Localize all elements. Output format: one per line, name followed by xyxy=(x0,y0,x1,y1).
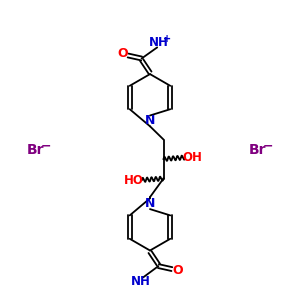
Text: OH: OH xyxy=(183,151,202,164)
Text: HO: HO xyxy=(124,173,143,187)
Text: −: − xyxy=(40,140,51,153)
Text: Br: Br xyxy=(249,143,267,157)
Text: NH: NH xyxy=(149,36,169,50)
Text: NH: NH xyxy=(131,275,151,288)
Text: O: O xyxy=(172,264,183,277)
Text: +: + xyxy=(163,34,171,44)
Text: Br: Br xyxy=(27,143,45,157)
Text: N: N xyxy=(145,114,155,128)
Text: −: − xyxy=(262,140,273,153)
Text: O: O xyxy=(117,47,128,61)
Text: N: N xyxy=(145,197,155,210)
